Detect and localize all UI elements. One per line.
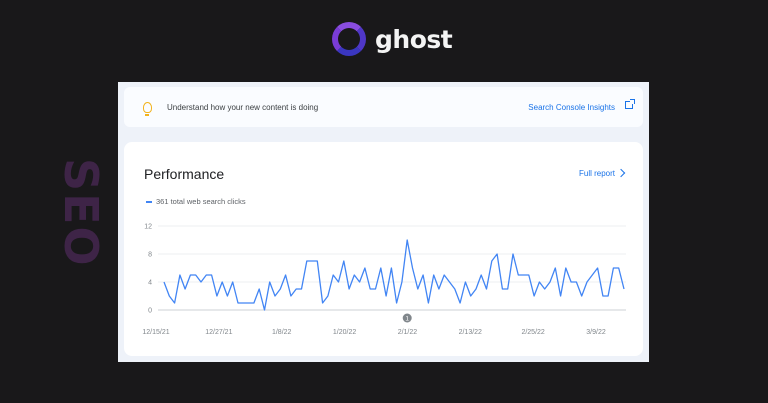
legend-label: 361 total web search clicks <box>156 197 246 206</box>
chart-legend: 361 total web search clicks <box>146 197 246 206</box>
seo-side-label: SEO <box>54 158 108 268</box>
clicks-line-chart: 0 4 8 12 12/15/21 12/27/21 1/8/22 1/20/22 2/1/22… <box>142 224 626 336</box>
search-console-panel: Understand how your new content is doing… <box>118 82 649 362</box>
x-tick-label: 2/25/22 <box>521 329 544 336</box>
open-in-new-icon[interactable] <box>625 99 635 109</box>
annotation-label: 1 <box>405 316 409 323</box>
insights-message: Understand how your new content is doing <box>167 102 319 112</box>
x-tick-label: 1/8/22 <box>272 329 292 336</box>
performance-card: Performance Full report 361 total web se… <box>124 142 643 356</box>
full-report-link[interactable]: Full report <box>578 169 615 178</box>
lightbulb-icon <box>143 101 152 116</box>
x-tick-label: 3/9/22 <box>586 329 606 336</box>
search-console-insights-link[interactable]: Search Console Insights <box>528 102 615 112</box>
ghost-logo: ghost <box>332 22 453 56</box>
performance-title: Performance <box>144 166 225 182</box>
x-tick-label: 12/15/21 <box>142 329 169 336</box>
x-tick-label: 12/27/21 <box>205 329 232 336</box>
legend-swatch <box>146 200 152 203</box>
x-tick-label: 2/1/22 <box>398 329 418 336</box>
insights-banner: Understand how your new content is doing… <box>124 87 643 127</box>
y-tick-label: 12 <box>144 224 152 231</box>
ghost-logo-icon <box>332 22 366 56</box>
brand-name: ghost <box>375 24 453 54</box>
series-line <box>163 239 625 311</box>
x-tick-label: 2/13/22 <box>459 329 482 336</box>
x-tick-label: 1/20/22 <box>333 329 356 336</box>
y-tick-label: 4 <box>148 280 152 287</box>
y-tick-label: 8 <box>148 252 152 259</box>
annotation-marker-icon <box>402 313 412 323</box>
y-tick-label: 0 <box>148 308 152 315</box>
